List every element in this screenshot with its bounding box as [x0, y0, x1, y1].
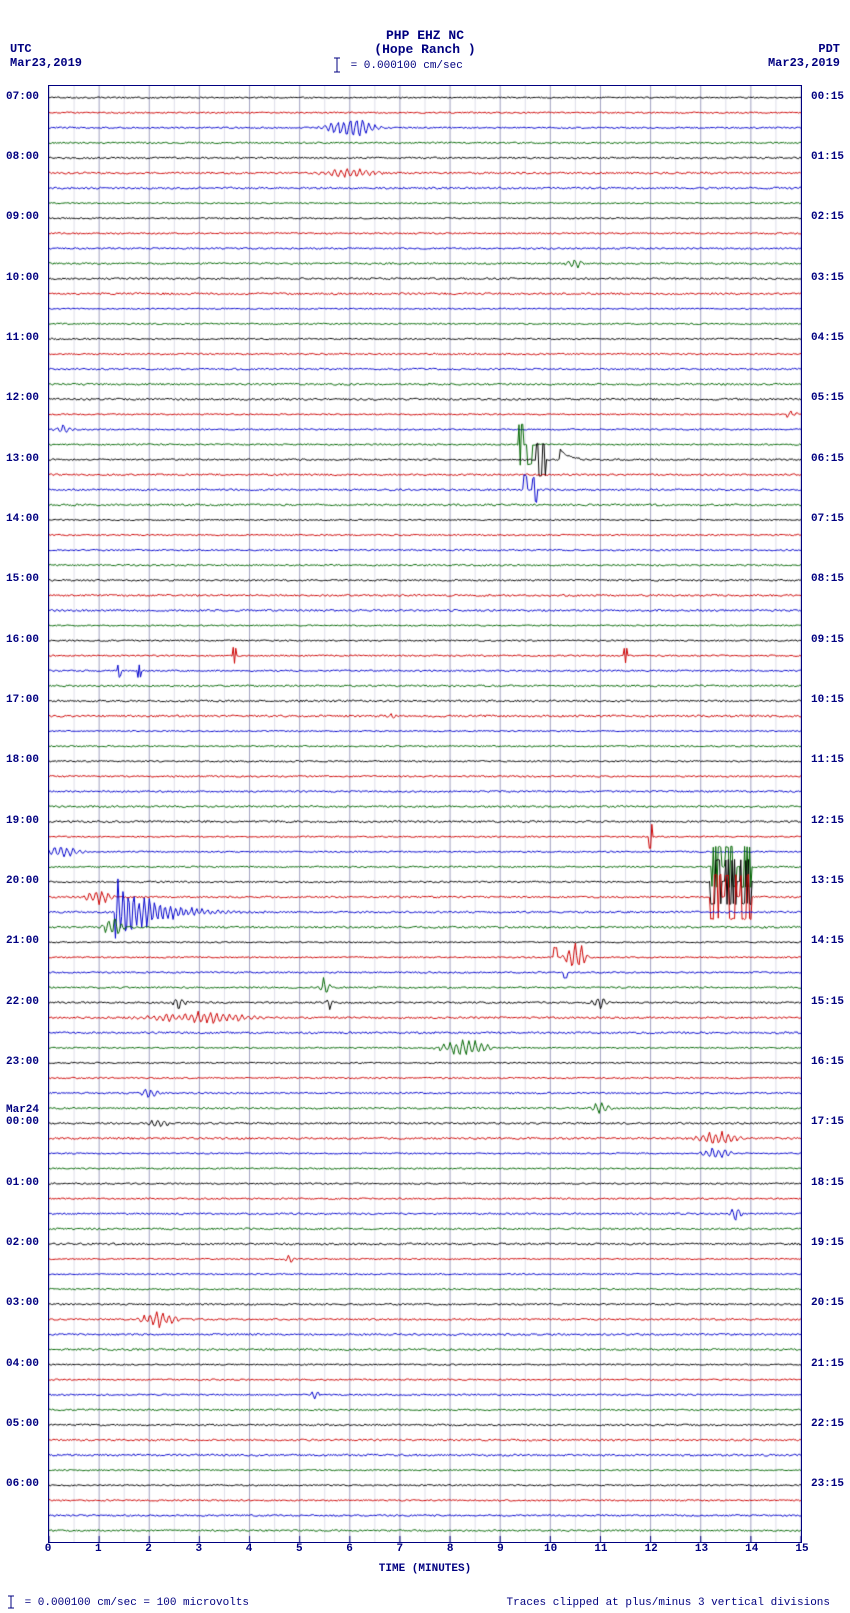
x-tick: 5 [296, 1543, 303, 1555]
x-tick: 11 [594, 1543, 607, 1555]
pdt-hour-label: 18:15 [811, 1177, 844, 1189]
utc-hour-label: 03:00 [6, 1297, 39, 1309]
utc-hour-label: 18:00 [6, 754, 39, 766]
x-tick: 14 [745, 1543, 758, 1555]
date-left: Mar23,2019 [10, 56, 82, 70]
x-tick: 6 [346, 1543, 353, 1555]
x-tick: 0 [45, 1543, 52, 1555]
utc-hour-label: 17:00 [6, 694, 39, 706]
pdt-hour-label: 03:15 [811, 272, 844, 284]
pdt-hour-label: 21:15 [811, 1358, 844, 1370]
scale-bar-icon [4, 1595, 18, 1609]
x-tick: 2 [145, 1543, 152, 1555]
pdt-hour-label: 16:15 [811, 1056, 844, 1068]
utc-hour-label: 19:00 [6, 815, 39, 827]
x-tick: 12 [645, 1543, 658, 1555]
pdt-hour-label: 17:15 [811, 1116, 844, 1128]
utc-hour-label: 22:00 [6, 996, 39, 1008]
pdt-hour-label: 02:15 [811, 211, 844, 223]
x-tick: 1 [95, 1543, 102, 1555]
day-break-label: Mar24 [6, 1104, 39, 1116]
scale-text: = 0.000100 cm/sec [344, 60, 463, 72]
footer-left: = 0.000100 cm/sec = 100 microvolts [4, 1595, 249, 1609]
pdt-hour-label: 13:15 [811, 875, 844, 887]
utc-hour-label: 11:00 [6, 332, 39, 344]
x-tick: 13 [695, 1543, 708, 1555]
utc-hour-label: 23:00 [6, 1056, 39, 1068]
utc-hour-label: 05:00 [6, 1418, 39, 1430]
utc-hour-label: 13:00 [6, 453, 39, 465]
pdt-hour-label: 00:15 [811, 91, 844, 103]
x-tick: 8 [447, 1543, 454, 1555]
pdt-hour-label: 06:15 [811, 453, 844, 465]
utc-hour-label: 12:00 [6, 392, 39, 404]
utc-hour-label: 15:00 [6, 573, 39, 585]
station-code: PHP EHZ NC [386, 28, 464, 43]
tz-right: PDT [818, 42, 840, 56]
pdt-hour-label: 01:15 [811, 151, 844, 163]
pdt-hour-label: 19:15 [811, 1237, 844, 1249]
tz-left: UTC [10, 42, 32, 56]
seismogram-canvas [49, 86, 801, 1542]
x-tick-labels: 0123456789101112131415 [48, 1543, 802, 1561]
pdt-hour-label: 10:15 [811, 694, 844, 706]
x-axis-label: TIME (MINUTES) [379, 1563, 471, 1575]
pdt-hour-label: 08:15 [811, 573, 844, 585]
x-tick: 3 [195, 1543, 202, 1555]
scale-bar-icon [330, 56, 344, 74]
pdt-hour-label: 23:15 [811, 1478, 844, 1490]
utc-hour-label: 21:00 [6, 935, 39, 947]
utc-hour-label: 08:00 [6, 151, 39, 163]
pdt-hour-label: 14:15 [811, 935, 844, 947]
utc-hour-label: 14:00 [6, 513, 39, 525]
utc-hour-label: 01:00 [6, 1177, 39, 1189]
pdt-hour-label: 22:15 [811, 1418, 844, 1430]
footer-right: Traces clipped at plus/minus 3 vertical … [507, 1597, 830, 1609]
x-tick: 10 [544, 1543, 557, 1555]
pdt-hour-label: 11:15 [811, 754, 844, 766]
utc-hour-label: 20:00 [6, 875, 39, 887]
seismogram-page: PHP EHZ NC (Hope Ranch ) = 0.000100 cm/s… [0, 0, 850, 1613]
header: PHP EHZ NC (Hope Ranch ) = 0.000100 cm/s… [0, 0, 850, 80]
scale-indicator: = 0.000100 cm/sec [330, 56, 463, 74]
pdt-hour-label: 20:15 [811, 1297, 844, 1309]
utc-hour-label: 10:00 [6, 272, 39, 284]
pdt-hour-label: 04:15 [811, 332, 844, 344]
station-name: (Hope Ranch ) [374, 42, 475, 57]
pdt-hour-label: 07:15 [811, 513, 844, 525]
x-tick: 15 [795, 1543, 808, 1555]
x-tick: 4 [246, 1543, 253, 1555]
utc-hour-label: 16:00 [6, 634, 39, 646]
date-right: Mar23,2019 [768, 56, 840, 70]
pdt-hour-label: 15:15 [811, 996, 844, 1008]
utc-hour-label: 02:00 [6, 1237, 39, 1249]
x-tick: 7 [397, 1543, 404, 1555]
utc-hour-label: 07:00 [6, 91, 39, 103]
utc-hour-label: 00:00 [6, 1116, 39, 1128]
pdt-hour-label: 12:15 [811, 815, 844, 827]
x-tick: 9 [497, 1543, 504, 1555]
plot-area [48, 85, 802, 1543]
utc-hour-label: 06:00 [6, 1478, 39, 1490]
pdt-hour-label: 05:15 [811, 392, 844, 404]
utc-hour-label: 09:00 [6, 211, 39, 223]
utc-hour-label: 04:00 [6, 1358, 39, 1370]
pdt-hour-label: 09:15 [811, 634, 844, 646]
